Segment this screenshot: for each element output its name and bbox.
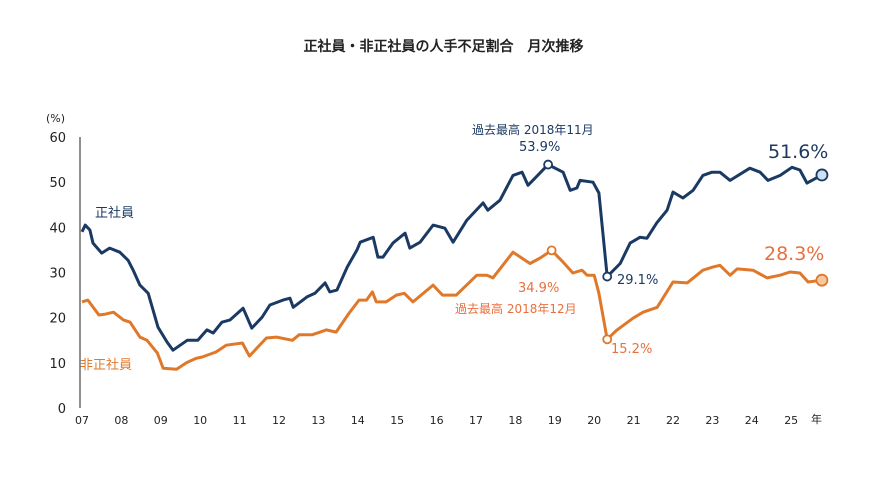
y-tick-label: 10 [49, 357, 66, 372]
x-tick-label: 08 [114, 414, 128, 427]
x-tick-label: 22 [666, 414, 680, 427]
peak-marker [543, 159, 554, 170]
x-tick-label: 12 [272, 414, 286, 427]
regular-peak-value: 53.9% [519, 140, 561, 155]
nonregular-low-value: 15.2% [611, 342, 653, 357]
x-tick-label: 07 [75, 414, 89, 427]
y-tick-label: 20 [49, 312, 66, 327]
y-tick-label: 30 [49, 267, 66, 282]
x-tick-label: 16 [430, 414, 444, 427]
latest-marker [815, 168, 829, 182]
nonregular-employee-line [81, 248, 823, 371]
x-tick-label: 10 [193, 414, 207, 427]
x-tick-label: 09 [154, 414, 168, 427]
x-tick-label: 13 [311, 414, 325, 427]
legend-regular: 正社員 [95, 206, 135, 221]
y-tick-label: 50 [49, 176, 66, 191]
low-marker [602, 271, 613, 282]
legend-nonregular: 非正社員 [80, 358, 133, 373]
chart-title: 正社員・非正社員の人手不足割合 月次推移 [303, 39, 584, 55]
x-tick-label: 14 [351, 414, 365, 427]
x-tick-label: 18 [508, 414, 522, 427]
regular-peak-label: 過去最高 2018年11月 [472, 123, 594, 137]
x-axis-unit: 年 [811, 413, 822, 426]
nonregular-peak-label: 過去最高 2018年12月 [455, 302, 577, 316]
y-axis-unit: (%) [46, 112, 66, 125]
x-tick-label: 23 [705, 414, 719, 427]
peak-marker [546, 245, 557, 256]
x-tick-label: 17 [469, 414, 483, 427]
regular-low-value: 29.1% [617, 273, 659, 288]
nonregular-peak-value: 34.9% [518, 281, 560, 296]
x-tick-label: 19 [548, 414, 562, 427]
regular-employee-line [80, 163, 823, 352]
x-tick-label: 15 [390, 414, 404, 427]
y-tick-label: 0 [58, 402, 66, 417]
latest-marker [815, 273, 829, 287]
y-tick-label: 60 [49, 131, 66, 146]
regular-latest-value: 51.6% [768, 141, 829, 163]
x-tick-label: 20 [587, 414, 601, 427]
x-tick-label: 11 [233, 414, 247, 427]
y-tick-label: 40 [49, 221, 66, 236]
low-marker [602, 334, 613, 345]
x-tick-label: 24 [745, 414, 759, 427]
x-tick-label: 25 [784, 414, 798, 427]
x-tick-label: 21 [627, 414, 641, 427]
nonregular-latest-value: 28.3% [764, 243, 825, 265]
